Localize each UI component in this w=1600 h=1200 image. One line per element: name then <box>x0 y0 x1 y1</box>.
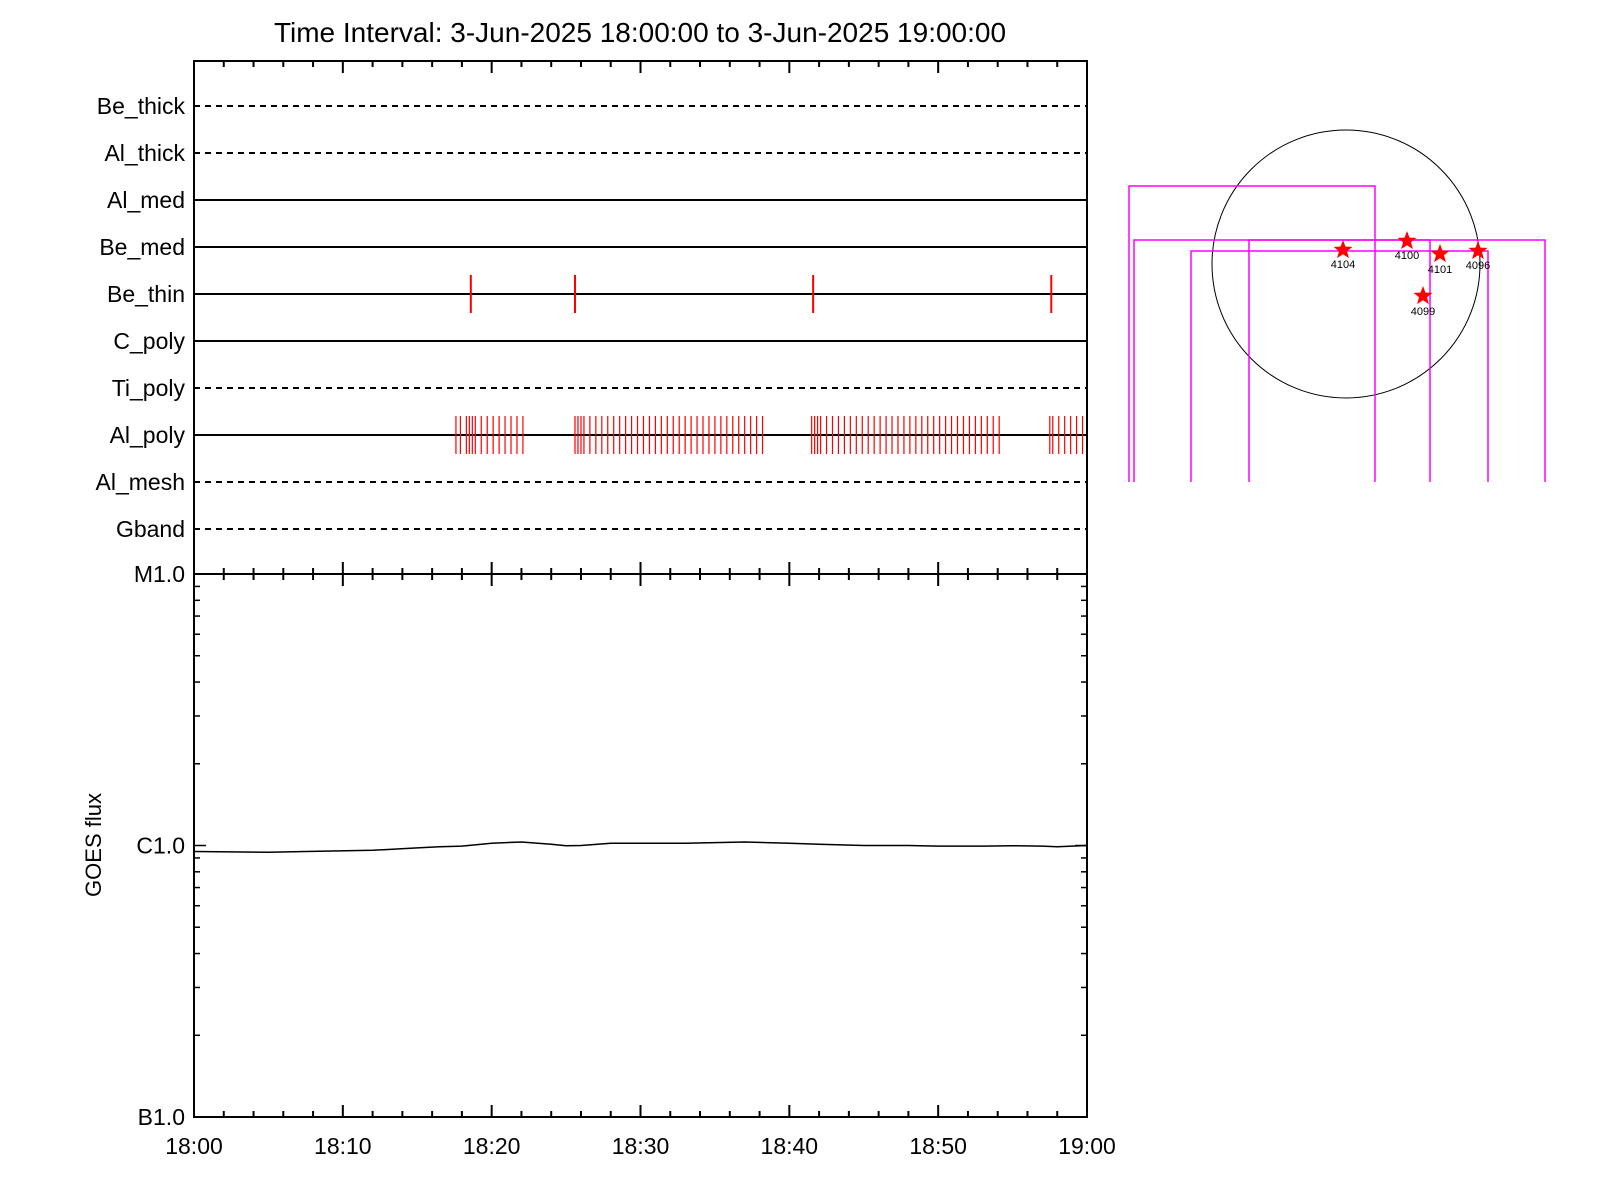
x-tick-labels: 18:00 18:10 18:20 18:30 18:40 18:50 19:00 <box>165 1133 1116 1159</box>
active-region-label: 4096 <box>1466 260 1490 272</box>
channel-label: Al_mesh <box>96 469 185 495</box>
x-tick-label: 18:40 <box>761 1133 819 1159</box>
solar-disk-inset: 4104 4100 4101 4096 4099 <box>1128 129 1546 482</box>
channel-label: Al_poly <box>110 422 186 448</box>
channel-label: Al_med <box>107 187 185 213</box>
solar-limb <box>1211 129 1481 399</box>
al-poly-events <box>455 416 1084 454</box>
fov-box <box>1190 250 1489 482</box>
x-tick-label: 18:30 <box>612 1133 670 1159</box>
goes-y-tick-labels: M1.0 C1.0 B1.0 <box>134 561 185 1130</box>
channel-panel-frame <box>193 60 1088 575</box>
channel-label: Be_med <box>99 234 185 260</box>
active-region-markers: 4104 4100 4101 4096 4099 <box>1331 231 1490 318</box>
active-region-star <box>1333 240 1353 259</box>
y-tick-label: C1.0 <box>136 833 185 859</box>
channel-label: Gband <box>116 516 185 542</box>
chart-title: Time Interval: 3-Jun-2025 18:00:00 to 3-… <box>274 17 1006 48</box>
active-region-label: 4100 <box>1395 250 1419 262</box>
active-region-star <box>1397 231 1417 250</box>
channel-rows: Be_thick Al_thick Al_med Be_med Be_thin C_pol… <box>96 93 1087 542</box>
fov-box <box>1133 239 1546 482</box>
active-region-label: 4104 <box>1331 259 1355 271</box>
channel-panel-ticks <box>193 61 1088 574</box>
active-region-star <box>1413 286 1433 305</box>
channel-label: Be_thick <box>97 93 186 119</box>
x-tick-label: 18:00 <box>165 1133 223 1159</box>
active-region-star <box>1468 241 1488 260</box>
active-region-label: 4101 <box>1428 264 1452 276</box>
x-tick-label: 18:20 <box>463 1133 521 1159</box>
x-tick-label: 18:10 <box>314 1133 372 1159</box>
active-region-star <box>1430 244 1450 263</box>
goes-panel: M1.0C1.0B1.0 18:00 18:10 18:20 18:30 18:40 18… <box>81 561 1116 1159</box>
x-tick-label: 19:00 <box>1058 1133 1116 1159</box>
y-tick-label: B1.0 <box>138 1104 185 1130</box>
goes-flux-line <box>193 841 1088 853</box>
be-thin-events <box>469 275 1053 313</box>
y-tick-label: M1.0 <box>134 561 185 587</box>
channel-label: Ti_poly <box>112 375 186 401</box>
goes-y-axis-label: GOES flux <box>81 793 106 897</box>
fov-box <box>1128 185 1376 482</box>
goes-panel-ticks <box>193 574 1088 1118</box>
channel-label: Al_thick <box>104 140 185 166</box>
channel-label: Be_thin <box>107 281 185 307</box>
active-region-label: 4099 <box>1411 306 1435 318</box>
channel-panel: Be_thick Al_thick Al_med Be_med Be_thin C_pol… <box>96 60 1088 575</box>
x-tick-label: 18:50 <box>909 1133 967 1159</box>
fov-box <box>1248 239 1431 482</box>
fov-boxes <box>1128 185 1546 482</box>
channel-label: C_poly <box>113 328 185 354</box>
